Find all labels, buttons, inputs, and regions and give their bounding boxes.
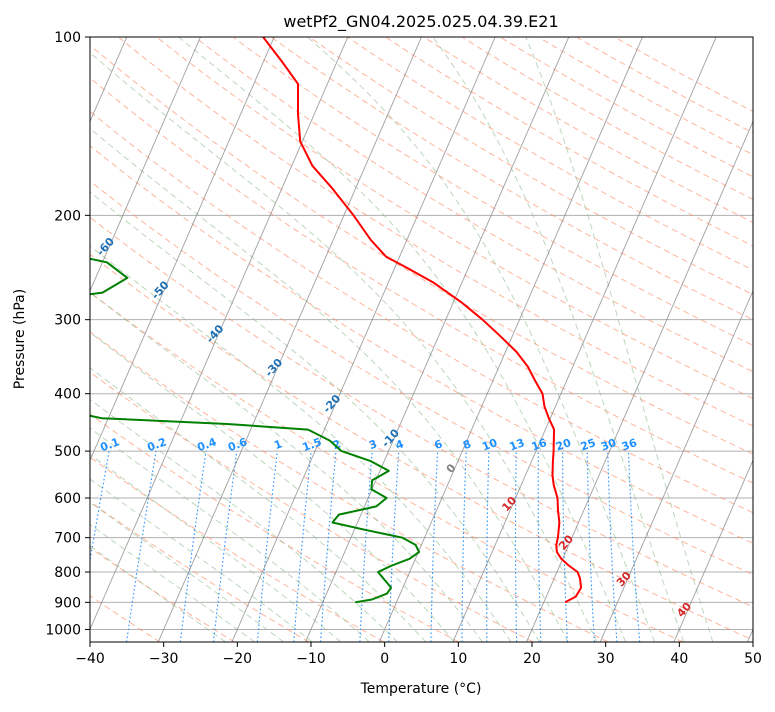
x-tick-label: 40 [670, 651, 688, 667]
y-tick-label: 200 [54, 208, 81, 224]
y-tick-label: 600 [54, 491, 81, 507]
y-tick-label: 1000 [45, 622, 81, 638]
y-tick-label: 300 [54, 313, 81, 329]
x-axis-label: Temperature (°C) [360, 681, 482, 697]
x-tick-label: 20 [523, 651, 541, 667]
y-tick-label: 900 [54, 595, 81, 611]
x-axis-ticks: −40 −30 −20 −10 0 10 20 30 40 50 [75, 642, 762, 667]
y-tick-label: 400 [54, 387, 81, 403]
x-tick-label: 0 [380, 651, 389, 667]
y-tick-label: 500 [54, 444, 81, 460]
isotherm-label: -80 [0, 135, 13, 159]
x-tick-label: 50 [744, 651, 762, 667]
x-tick-label: −40 [75, 651, 105, 667]
y-tick-label: 800 [54, 565, 81, 581]
x-tick-label: −30 [149, 651, 179, 667]
y-axis-label: Pressure (hPa) [12, 289, 28, 389]
chart-title: wetPf2_GN04.2025.025.04.39.E21 [283, 12, 558, 32]
x-tick-label: −20 [223, 651, 253, 667]
y-tick-label: 700 [54, 531, 81, 547]
x-tick-label: −10 [296, 651, 326, 667]
y-tick-label: 100 [54, 30, 81, 46]
y-axis-ticks: 100 200 300 400 500 600 700 800 900 1000 [45, 30, 90, 638]
x-tick-label: 30 [597, 651, 615, 667]
isotherm-label: -70 [44, 181, 67, 205]
x-tick-label: 10 [449, 651, 467, 667]
